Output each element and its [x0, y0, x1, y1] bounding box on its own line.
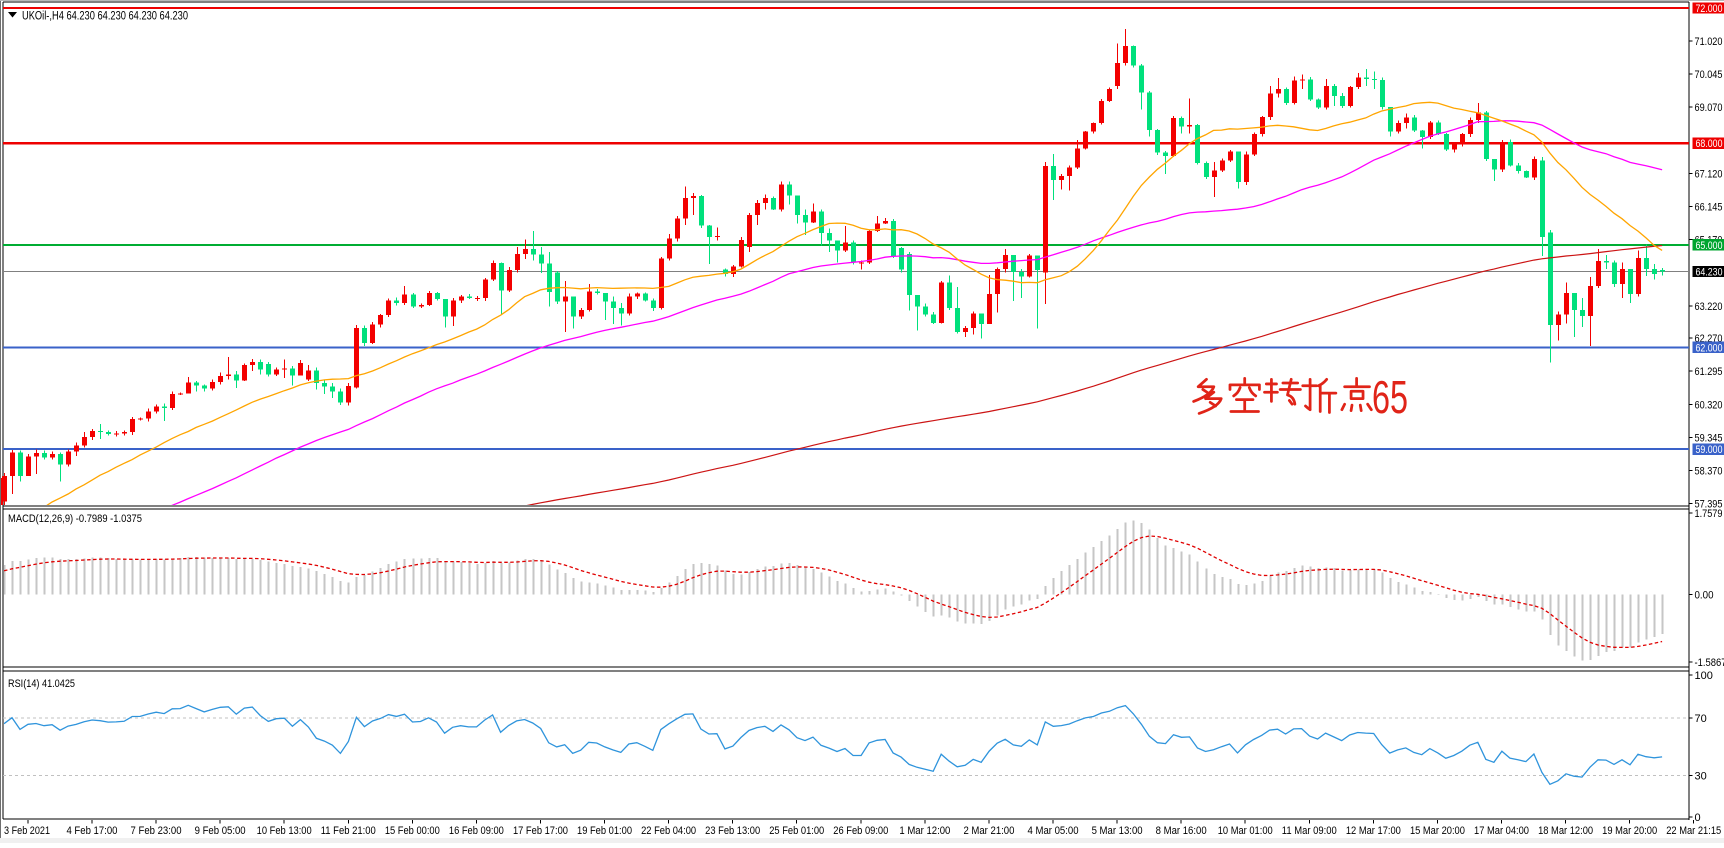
svg-text:66.145: 66.145 — [1695, 202, 1723, 214]
svg-text:4 Feb 17:00: 4 Feb 17:00 — [66, 825, 117, 837]
svg-text:62.000: 62.000 — [1696, 342, 1723, 354]
svg-text:-1.5867: -1.5867 — [1695, 657, 1724, 669]
svg-text:16 Feb 09:00: 16 Feb 09:00 — [449, 825, 504, 837]
svg-text:18 Mar 12:00: 18 Mar 12:00 — [1538, 825, 1593, 837]
svg-text:10 Feb 13:00: 10 Feb 13:00 — [257, 825, 312, 837]
svg-text:26 Feb 09:00: 26 Feb 09:00 — [833, 825, 888, 837]
svg-text:60.320: 60.320 — [1695, 399, 1723, 411]
svg-text:15 Mar 20:00: 15 Mar 20:00 — [1410, 825, 1465, 837]
svg-text:23 Feb 13:00: 23 Feb 13:00 — [705, 825, 760, 837]
svg-text:1.7579: 1.7579 — [1695, 508, 1723, 520]
svg-text:65.000: 65.000 — [1696, 240, 1723, 252]
svg-text:11 Mar 09:00: 11 Mar 09:00 — [1282, 825, 1337, 837]
svg-text:59.345: 59.345 — [1695, 432, 1723, 444]
svg-text:22 Feb 04:00: 22 Feb 04:00 — [641, 825, 696, 837]
svg-text:19 Feb 01:00: 19 Feb 01:00 — [577, 825, 632, 837]
svg-text:0: 0 — [1695, 812, 1701, 824]
svg-text:68.000: 68.000 — [1696, 138, 1723, 150]
svg-text:70: 70 — [1695, 713, 1707, 725]
svg-text:11 Feb 21:00: 11 Feb 21:00 — [321, 825, 376, 837]
svg-text:7 Feb 23:00: 7 Feb 23:00 — [131, 825, 182, 837]
svg-text:100: 100 — [1695, 670, 1713, 682]
svg-text:UKOil-,H4 64.230 64.230 64.23: UKOil-,H4 64.230 64.230 64.230 64.230 — [22, 11, 188, 23]
svg-text:70.045: 70.045 — [1695, 69, 1723, 81]
svg-text:17 Feb 17:00: 17 Feb 17:00 — [513, 825, 568, 837]
svg-text:MACD(12,26,9) -0.7989 -1.0375: MACD(12,26,9) -0.7989 -1.0375 — [8, 513, 142, 525]
svg-text:RSI(14) 41.0425: RSI(14) 41.0425 — [8, 678, 75, 690]
svg-text:1 Mar 12:00: 1 Mar 12:00 — [899, 825, 950, 837]
svg-text:61.295: 61.295 — [1695, 366, 1723, 378]
svg-text:72.000: 72.000 — [1696, 3, 1723, 15]
svg-text:65: 65 — [1372, 371, 1408, 423]
svg-text:58.370: 58.370 — [1695, 466, 1723, 478]
svg-text:2 Mar 21:00: 2 Mar 21:00 — [963, 825, 1014, 837]
svg-text:10 Mar 01:00: 10 Mar 01:00 — [1218, 825, 1273, 837]
svg-text:0.00: 0.00 — [1695, 590, 1714, 602]
svg-text:15 Feb 00:00: 15 Feb 00:00 — [385, 825, 440, 837]
svg-text:71.020: 71.020 — [1695, 36, 1723, 48]
svg-text:30: 30 — [1695, 770, 1707, 782]
svg-text:69.070: 69.070 — [1695, 102, 1723, 114]
svg-text:5 Mar 13:00: 5 Mar 13:00 — [1092, 825, 1143, 837]
svg-text:22 Mar 21:15: 22 Mar 21:15 — [1666, 825, 1721, 837]
svg-text:4 Mar 05:00: 4 Mar 05:00 — [1028, 825, 1079, 837]
svg-text:8 Mar 16:00: 8 Mar 16:00 — [1156, 825, 1207, 837]
svg-text:67.120: 67.120 — [1695, 168, 1723, 180]
svg-text:64.230: 64.230 — [1696, 267, 1723, 279]
svg-text:19 Mar 20:00: 19 Mar 20:00 — [1602, 825, 1657, 837]
svg-text:12 Mar 17:00: 12 Mar 17:00 — [1346, 825, 1401, 837]
svg-text:59.000: 59.000 — [1696, 444, 1723, 456]
svg-text:25 Feb 01:00: 25 Feb 01:00 — [769, 825, 824, 837]
svg-text:63.220: 63.220 — [1695, 301, 1723, 313]
svg-text:17 Mar 04:00: 17 Mar 04:00 — [1474, 825, 1529, 837]
svg-text:3 Feb 2021: 3 Feb 2021 — [4, 825, 50, 837]
svg-text:9 Feb 05:00: 9 Feb 05:00 — [195, 825, 246, 837]
